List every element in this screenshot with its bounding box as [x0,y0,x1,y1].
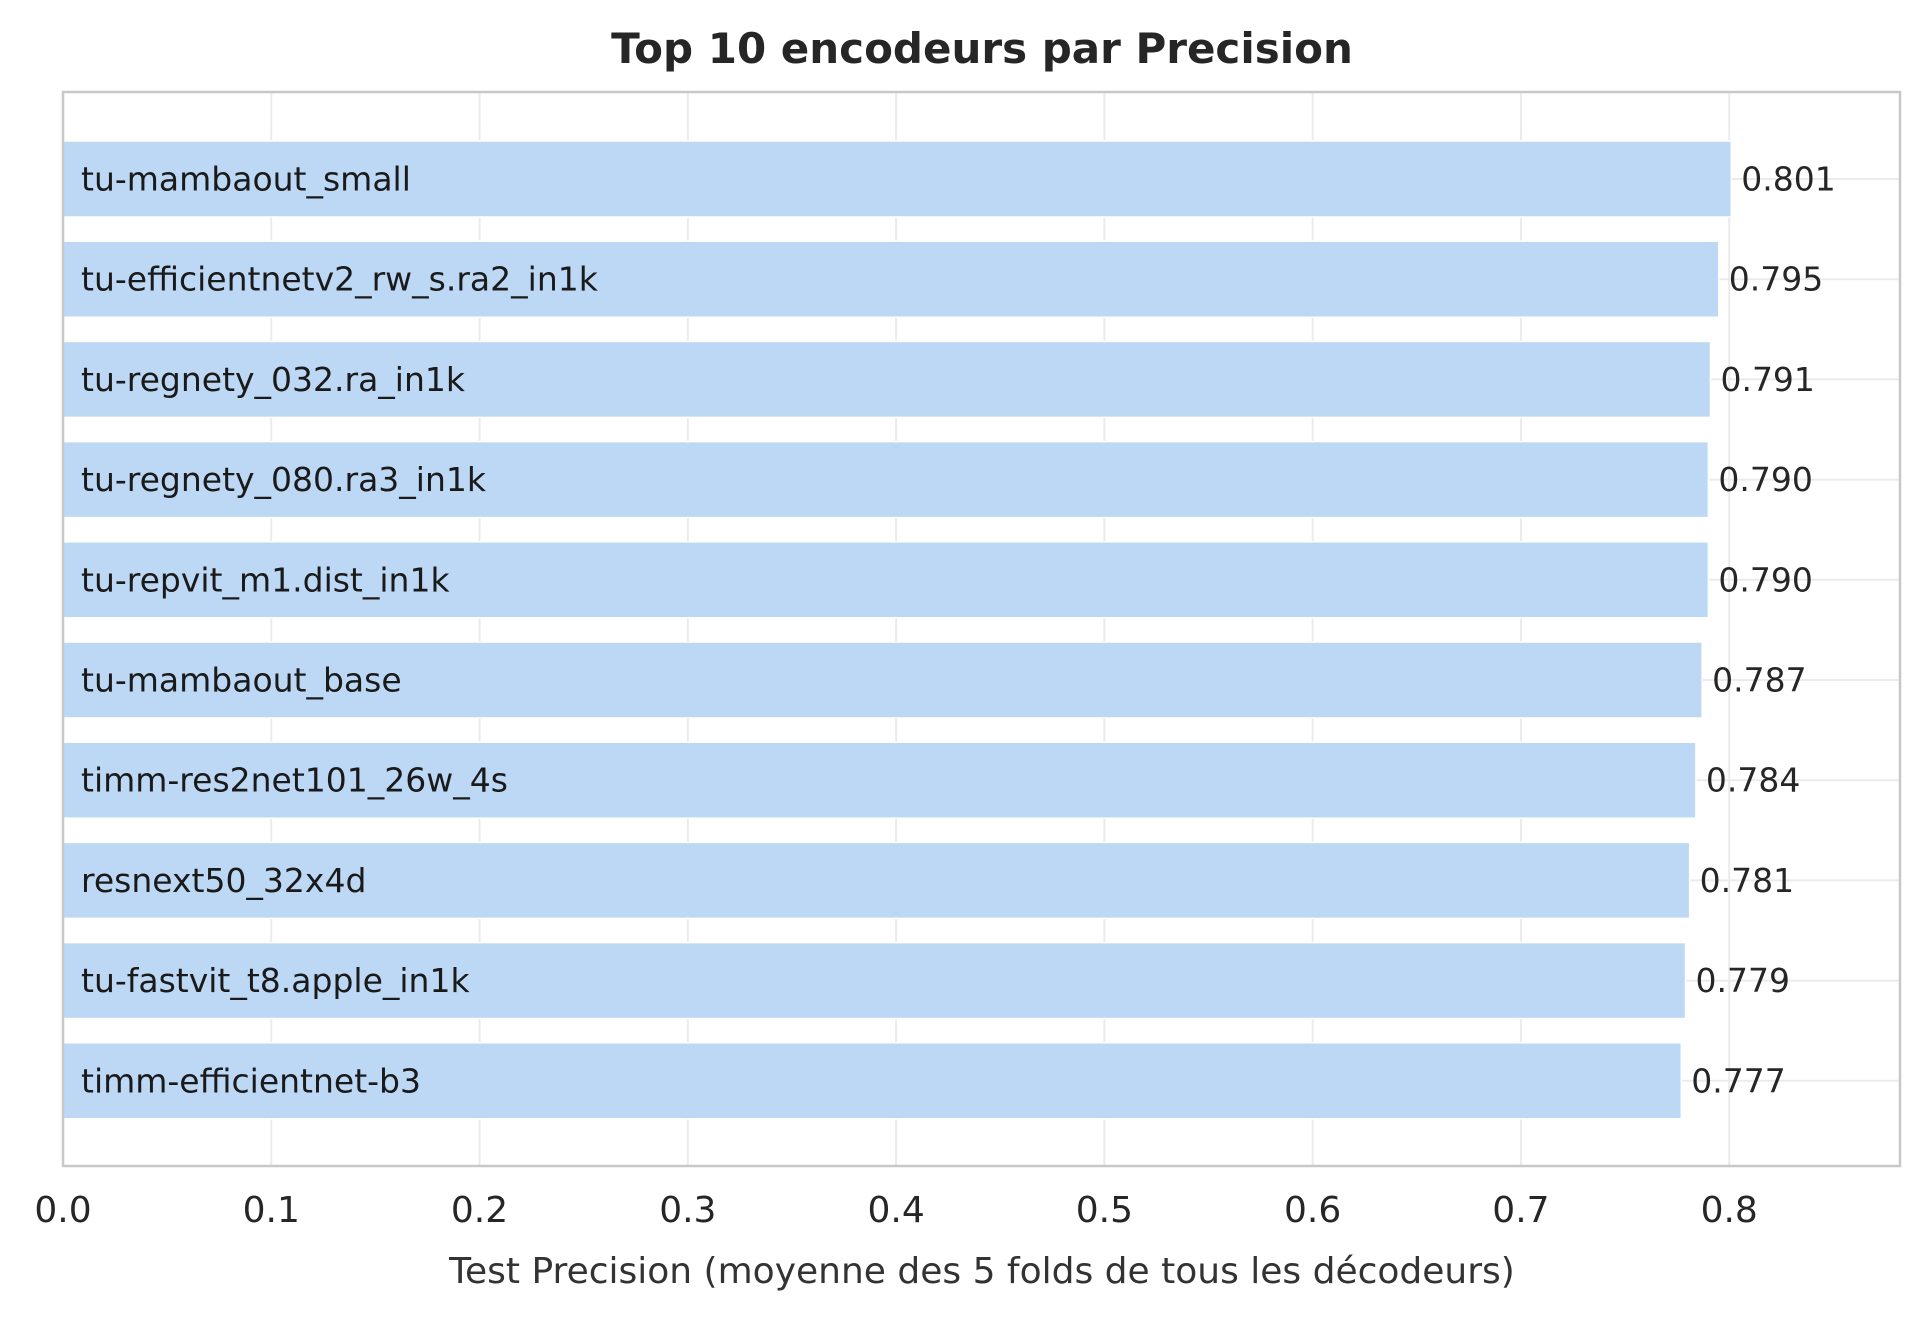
bar [62,541,1710,619]
bar-value-label: 0.787 [1712,661,1806,700]
bar-value-label: 0.784 [1706,761,1800,800]
bar-labels: tu-mambaout_small tu-efficientnetv2_rw_s.… [81,160,599,1101]
bar-value-label: 0.777 [1691,1061,1785,1100]
bar-value-label: 0.791 [1720,360,1814,399]
bar-value-label: 0.795 [1729,260,1823,299]
x-tick-label: 0.8 [1701,1190,1758,1231]
x-axis-label: Test Precision (moyenne des 5 folds de t… [448,1251,1515,1292]
plot-frame [61,90,1902,1168]
bar-category-label: tu-mambaout_small [81,160,411,199]
chart-title: Top 10 encodeurs par Precision [611,24,1353,73]
bar [62,741,1697,819]
bar-value-label: 0.781 [1700,861,1794,900]
bar [62,440,1710,519]
bar [62,240,1720,318]
bar-value-label: 0.790 [1718,560,1812,599]
x-tick-label: 0.5 [1076,1190,1133,1231]
x-tick-label: 0.0 [34,1190,91,1231]
bar [62,841,1691,920]
bar-category-label: tu-efficientnetv2_rw_s.ra2_in1k [81,260,599,299]
bar-category-label: tu-repvit_m1.dist_in1k [81,560,450,599]
x-axis-ticks: 0.0 0.1 0.2 0.3 0.4 0.5 0.6 0.7 0.8 [34,1190,1757,1231]
bar-category-label: tu-mambaout_base [81,661,402,700]
bar-value-label: 0.801 [1741,160,1835,199]
x-tick-label: 0.1 [243,1190,300,1231]
x-tick-label: 0.2 [451,1190,508,1231]
bar-category-label: tu-regnety_080.ra3_in1k [81,460,487,499]
bar-category-label: timm-efficientnet-b3 [81,1061,421,1100]
bar-value-label: 0.790 [1718,460,1812,499]
bar-category-label: tu-fastvit_t8.apple_in1k [81,961,470,1000]
x-tick-label: 0.6 [1284,1190,1341,1231]
bars [62,140,1733,1120]
x-tick-label: 0.3 [659,1190,716,1231]
x-tick-label: 0.7 [1492,1190,1549,1231]
bar [62,1042,1683,1120]
bar [62,641,1703,719]
bar-category-label: timm-res2net101_26w_4s [81,761,508,800]
bar-category-label: resnext50_32x4d [81,861,366,900]
bar-category-label: tu-regnety_032.ra_in1k [81,360,466,399]
x-tick-label: 0.4 [867,1190,924,1231]
bar [62,140,1733,218]
bar-value-label: 0.779 [1695,961,1789,1000]
bar [62,340,1712,419]
value-labels: 0.801 0.795 0.791 0.790 0.790 0.787 0.784 0.781… [1691,160,1835,1101]
bar [62,941,1687,1020]
